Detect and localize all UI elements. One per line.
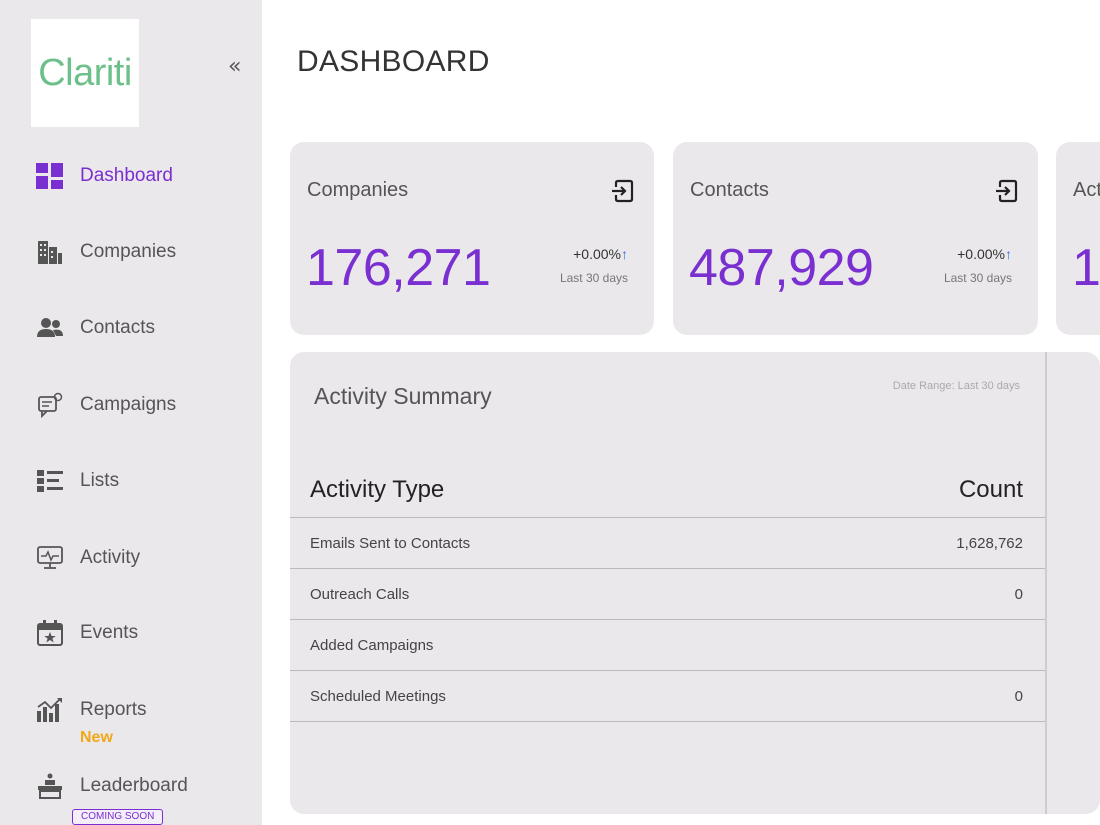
divider	[1045, 352, 1047, 814]
sidebar-item-campaigns[interactable]: Campaigns	[36, 391, 176, 419]
activity-type-cell: Emails Sent to Contacts	[310, 534, 471, 552]
activity-type-cell: Added Campaigns	[310, 636, 434, 654]
stat-period: Last 30 days	[943, 271, 1012, 285]
sidebar-item-label: Reports	[80, 699, 147, 720]
stat-value: 176,271	[306, 239, 491, 297]
double-chevron-left-icon[interactable]: «	[228, 54, 242, 79]
sidebar-item-label: Campaigns	[80, 394, 177, 415]
sidebar-item-events[interactable]: Events	[36, 619, 138, 647]
table-row[interactable]: Scheduled Meetings 0	[290, 671, 1045, 722]
new-badge: New	[80, 729, 113, 746]
bar-chart-icon	[36, 696, 64, 724]
count-cell: 0	[1014, 687, 1023, 705]
activity-summary-title: Activity Summary	[314, 383, 492, 409]
stat-title: Contacts	[690, 179, 769, 201]
calendar-star-icon	[36, 619, 64, 647]
users-icon	[36, 314, 64, 342]
sidebar-item-activity[interactable]: Activity	[36, 544, 140, 572]
column-header-activity-type: Activity Type	[310, 475, 445, 503]
podium-icon	[36, 772, 64, 800]
activity-type-cell: Scheduled Meetings	[310, 687, 446, 705]
sidebar-item-label: Dashboard	[80, 165, 173, 186]
sign-in-icon[interactable]	[994, 178, 1020, 204]
stat-change: +0.00%↑	[957, 246, 1012, 262]
table-row[interactable]: Emails Sent to Contacts 1,628,762	[290, 518, 1045, 569]
sidebar-item-lists[interactable]: Lists	[36, 467, 119, 495]
count-cell: 0	[1014, 585, 1023, 603]
column-header-count: Count	[958, 475, 1023, 503]
coming-soon-badge: COMING SOON	[72, 809, 164, 825]
sidebar-item-label: Lists	[80, 470, 120, 491]
campaign-icon	[36, 391, 64, 419]
table-header-row: Activity Type Count	[290, 462, 1045, 518]
sidebar-item-reports[interactable]: Reports	[36, 696, 147, 724]
stat-change-value: +0.00%	[573, 246, 621, 262]
sidebar-item-label: Contacts	[80, 317, 155, 338]
table-row[interactable]: Added Campaigns	[290, 620, 1045, 671]
list-icon	[36, 467, 64, 495]
stat-card-companies[interactable]: Companies 176,271 +0.00%↑ Last 30 days	[290, 142, 654, 335]
stat-value: 1	[1072, 239, 1100, 297]
sidebar-item-label: Companies	[80, 241, 177, 262]
stat-value: 487,929	[689, 239, 874, 297]
stat-change-value: +0.00%	[957, 246, 1005, 262]
activity-monitor-icon	[36, 544, 64, 572]
table-row[interactable]: Outreach Calls 0	[290, 569, 1045, 620]
stat-change: +0.00%↑	[573, 246, 628, 262]
sidebar: Clariti « Dashboard Companies Contacts C…	[0, 0, 262, 825]
stat-period: Last 30 days	[559, 271, 628, 285]
date-range-label: Date Range: Last 30 days	[892, 380, 1020, 392]
stat-title: Act	[1073, 179, 1100, 201]
logo[interactable]: Clariti	[31, 19, 139, 127]
logo-text: Clariti	[38, 51, 132, 94]
sidebar-item-label: Events	[80, 622, 139, 643]
sign-in-icon[interactable]	[610, 178, 636, 204]
stat-card-contacts[interactable]: Contacts 487,929 +0.00%↑ Last 30 days	[673, 142, 1038, 335]
sidebar-item-dashboard[interactable]: Dashboard	[36, 162, 173, 190]
sidebar-item-contacts[interactable]: Contacts	[36, 314, 155, 342]
activity-table: Activity Type Count Emails Sent to Conta…	[290, 462, 1045, 722]
building-icon	[36, 238, 64, 266]
arrow-up-icon: ↑	[1005, 246, 1012, 262]
page-title: DASHBOARD	[297, 45, 490, 78]
activity-summary-card: Activity Summary Date Range: Last 30 day…	[290, 352, 1100, 814]
sidebar-item-label: Leaderboard	[80, 775, 188, 796]
stat-title: Companies	[307, 179, 409, 201]
arrow-up-icon: ↑	[621, 246, 628, 262]
dashboard-icon	[36, 162, 64, 190]
sidebar-item-companies[interactable]: Companies	[36, 238, 176, 266]
sidebar-item-leaderboard[interactable]: Leaderboard	[36, 772, 188, 800]
sidebar-item-label: Activity	[80, 547, 141, 568]
activity-type-cell: Outreach Calls	[310, 585, 410, 603]
count-cell: 1,628,762	[956, 534, 1023, 552]
stat-card-activities[interactable]: Act 1	[1056, 142, 1100, 335]
